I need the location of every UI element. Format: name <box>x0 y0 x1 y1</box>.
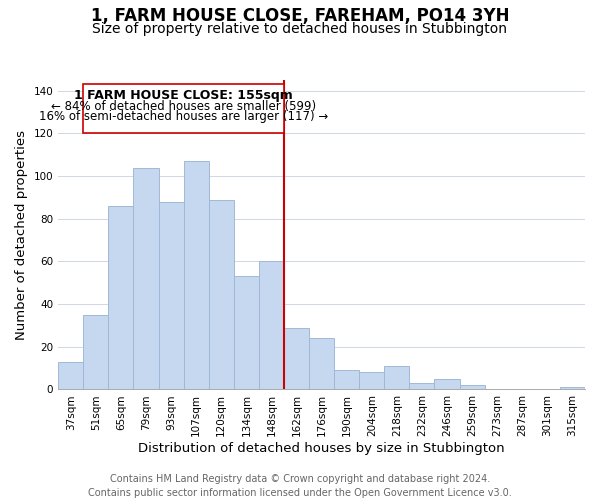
Bar <box>334 370 359 390</box>
Bar <box>209 200 234 390</box>
Bar <box>234 276 259 390</box>
Text: ← 84% of detached houses are smaller (599): ← 84% of detached houses are smaller (59… <box>51 100 316 114</box>
Text: 1, FARM HOUSE CLOSE, FAREHAM, PO14 3YH: 1, FARM HOUSE CLOSE, FAREHAM, PO14 3YH <box>91 8 509 26</box>
Text: Size of property relative to detached houses in Stubbington: Size of property relative to detached ho… <box>92 22 508 36</box>
Bar <box>158 202 184 390</box>
Bar <box>133 168 158 390</box>
Bar <box>434 379 460 390</box>
Bar <box>184 161 209 390</box>
Bar <box>460 385 485 390</box>
Y-axis label: Number of detached properties: Number of detached properties <box>15 130 28 340</box>
Bar <box>259 262 284 390</box>
X-axis label: Distribution of detached houses by size in Stubbington: Distribution of detached houses by size … <box>138 442 505 455</box>
Text: Contains HM Land Registry data © Crown copyright and database right 2024.
Contai: Contains HM Land Registry data © Crown c… <box>88 474 512 498</box>
Bar <box>359 372 385 390</box>
Text: 1 FARM HOUSE CLOSE: 155sqm: 1 FARM HOUSE CLOSE: 155sqm <box>74 90 293 102</box>
Bar <box>58 362 83 390</box>
Bar <box>83 315 109 390</box>
Bar <box>284 328 309 390</box>
Bar <box>309 338 334 390</box>
Text: 16% of semi-detached houses are larger (117) →: 16% of semi-detached houses are larger (… <box>39 110 328 124</box>
Bar <box>109 206 133 390</box>
Bar <box>409 383 434 390</box>
Bar <box>560 388 585 390</box>
Bar <box>385 366 409 390</box>
